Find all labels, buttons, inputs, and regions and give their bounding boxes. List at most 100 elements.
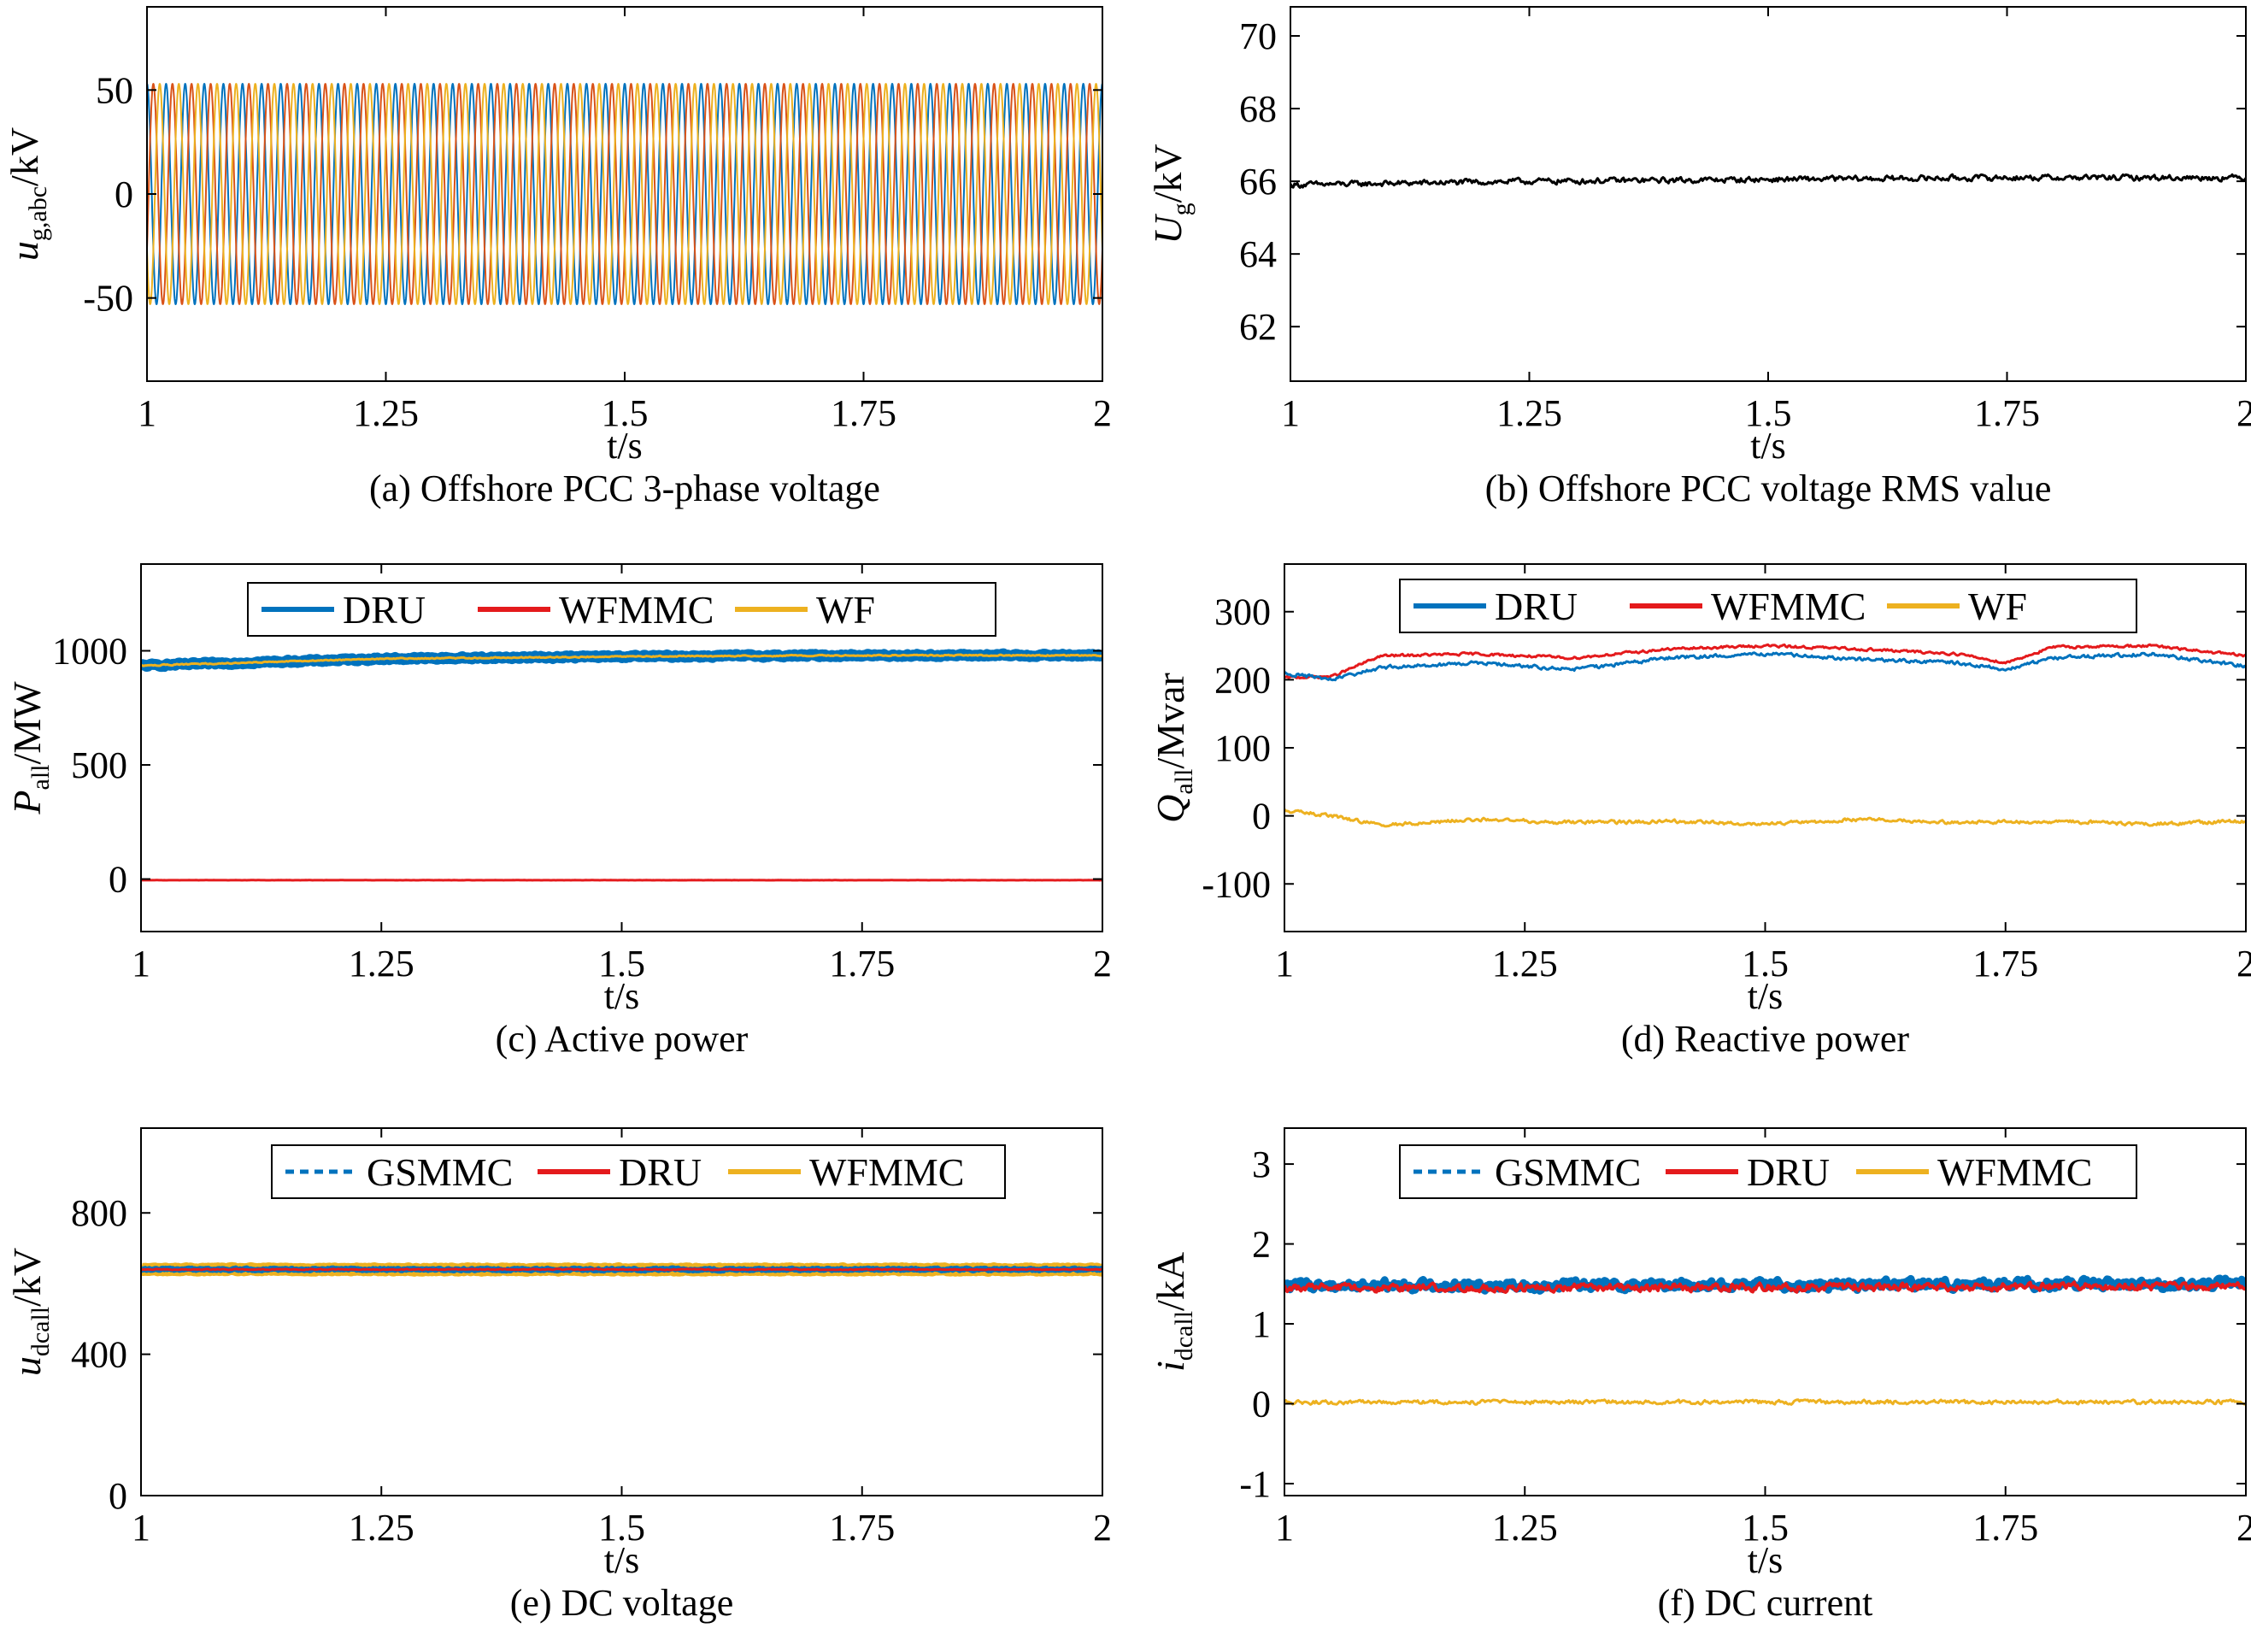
y-tick-label: 0 xyxy=(109,1475,127,1517)
plot-area xyxy=(141,1261,1102,1277)
y-tick-label: 800 xyxy=(71,1192,127,1234)
panel-caption: (d) Reactive power xyxy=(1621,1018,1910,1060)
y-axis-label: idcall/kA xyxy=(1149,1252,1198,1372)
x-tick-label: 1.25 xyxy=(349,1507,414,1549)
legend-label: GSMMC xyxy=(367,1150,513,1194)
panel-caption: (c) Active power xyxy=(496,1018,749,1060)
x-tick-label: 1 xyxy=(138,392,156,434)
chart-panel-c: 1 1.25 1.5 1.75 2 0 500 1000 t/s(c) Active power… xyxy=(5,563,1112,1060)
x-tick-label: 1.5 xyxy=(1742,1507,1789,1549)
panel-caption: (e) DC voltage xyxy=(510,1582,733,1624)
y-tick-label: 400 xyxy=(71,1334,127,1376)
y-axis-label: udcall/kV xyxy=(5,1248,55,1376)
axes-box xyxy=(1290,6,2247,382)
y-tick-label: 0 xyxy=(1252,796,1271,838)
legend: GSMMC DRU WFMMC xyxy=(1399,1144,2137,1199)
x-tick-label: 2 xyxy=(1093,392,1112,434)
y-tick-label: -1 xyxy=(1239,1463,1271,1505)
x-tick-label: 1.5 xyxy=(598,1507,645,1549)
legend-label: WF xyxy=(816,588,875,632)
y-tick-label: 68 xyxy=(1239,88,1277,130)
chart-panel-a: 1 1.25 1.5 1.75 2 -50 0 50 t/s(a) Offshore PCC 3… xyxy=(3,6,1112,509)
x-tick-label: 1.75 xyxy=(831,392,896,434)
x-tick-label: 1.25 xyxy=(349,943,414,985)
x-tick-label: 1 xyxy=(1275,1507,1294,1549)
y-tick-label: 3 xyxy=(1252,1143,1271,1185)
y-tick-label: -100 xyxy=(1202,863,1271,905)
series-dru xyxy=(1284,651,2246,682)
y-tick-label: 200 xyxy=(1214,659,1271,701)
x-tick-label: 2 xyxy=(1093,1507,1112,1549)
x-tick-label: 1.75 xyxy=(1972,1507,2038,1549)
chart-panel-b: 1 1.25 1.5 1.75 2 62 64 66 68 70 t/s(b) Offshore P… xyxy=(1146,6,2251,509)
legend-label: DRU xyxy=(1495,585,1578,628)
x-tick-label: 2 xyxy=(2236,1507,2251,1549)
x-tick-label: 1.75 xyxy=(829,943,895,985)
y-tick-label: -50 xyxy=(83,278,133,320)
legend: DRU WFMMC WF xyxy=(1399,579,2137,633)
plot-area xyxy=(1284,643,2246,828)
chart-panel-f: 1 1.25 1.5 1.75 2 -1 0 1 2 3 t/s(f) DC current idca… xyxy=(1149,1127,2251,1624)
x-axis-label: t/s xyxy=(1750,425,1786,467)
series-dru xyxy=(1284,1280,2246,1294)
y-axis-label: Qall/Mvar xyxy=(1149,673,1198,823)
x-tick-label: 1.5 xyxy=(598,943,645,985)
x-axis-label: t/s xyxy=(1748,975,1784,1017)
y-tick-label: 1 xyxy=(1252,1303,1271,1345)
x-tick-label: 1.25 xyxy=(1492,943,1558,985)
legend-label: WFMMC xyxy=(559,588,714,632)
plot-area xyxy=(1290,173,2246,189)
series-wf xyxy=(1284,808,2246,828)
x-tick-label: 1.75 xyxy=(829,1507,895,1549)
legend-label: WF xyxy=(1968,585,2027,628)
x-axis-label: t/s xyxy=(604,975,640,1017)
legend-label: WFMMC xyxy=(809,1150,964,1194)
series-phase-c xyxy=(147,83,1102,305)
legend-label: DRU xyxy=(343,588,426,632)
x-tick-label: 2 xyxy=(2236,392,2251,434)
y-tick-label: 66 xyxy=(1239,161,1277,203)
legend-label: DRU xyxy=(1747,1150,1830,1194)
y-tick-label: 0 xyxy=(115,173,133,215)
x-tick-label: 1.25 xyxy=(1496,392,1562,434)
series-wf xyxy=(141,653,1102,667)
axes-box xyxy=(146,6,1103,382)
panel-caption: (f) DC current xyxy=(1658,1582,1873,1624)
series-ug xyxy=(1290,173,2246,189)
chart-panel-d: 1 1.25 1.5 1.75 2 -100 0 100 200 300 t/s(d) Reacti… xyxy=(1149,563,2251,1060)
legend-label: GSMMC xyxy=(1495,1150,1641,1194)
y-tick-label: 0 xyxy=(1252,1384,1271,1426)
x-tick-label: 1.25 xyxy=(1492,1507,1558,1549)
series-gsmmc xyxy=(1284,1274,2246,1295)
x-tick-label: 1.75 xyxy=(1974,392,2040,434)
x-tick-label: 1 xyxy=(1275,943,1294,985)
series-wfmmc xyxy=(1284,1398,2246,1406)
y-axis-label: Ug/kV xyxy=(1146,144,1196,244)
plot-area xyxy=(147,83,1102,305)
y-tick-label: 2 xyxy=(1252,1224,1271,1266)
x-tick-label: 1 xyxy=(132,943,150,985)
legend: DRU WFMMC WF xyxy=(247,582,996,637)
panel-caption: (a) Offshore PCC 3-phase voltage xyxy=(369,467,880,509)
x-tick-label: 2 xyxy=(2236,943,2251,985)
y-tick-label: 500 xyxy=(71,744,127,786)
x-tick-label: 1.5 xyxy=(602,392,649,434)
series-wfmmc xyxy=(1284,643,2246,679)
y-tick-label: 64 xyxy=(1239,233,1277,275)
y-tick-label: 62 xyxy=(1239,306,1277,348)
y-tick-label: 1000 xyxy=(52,630,127,672)
x-tick-label: 1 xyxy=(132,1507,150,1549)
plot-area xyxy=(141,648,1102,882)
y-tick-label: 70 xyxy=(1239,15,1277,57)
x-tick-label: 1 xyxy=(1281,392,1300,434)
x-tick-label: 1.25 xyxy=(353,392,419,434)
y-tick-label: 300 xyxy=(1214,591,1271,633)
legend: GSMMC DRU WFMMC xyxy=(271,1144,1006,1199)
legend-label: WFMMC xyxy=(1711,585,1866,628)
y-axis-label: Pall/MW xyxy=(5,681,55,815)
plot-area xyxy=(1284,1274,2246,1406)
x-axis-label: t/s xyxy=(604,1539,640,1581)
x-axis-label: t/s xyxy=(1748,1539,1784,1581)
x-tick-label: 1.75 xyxy=(1972,943,2038,985)
